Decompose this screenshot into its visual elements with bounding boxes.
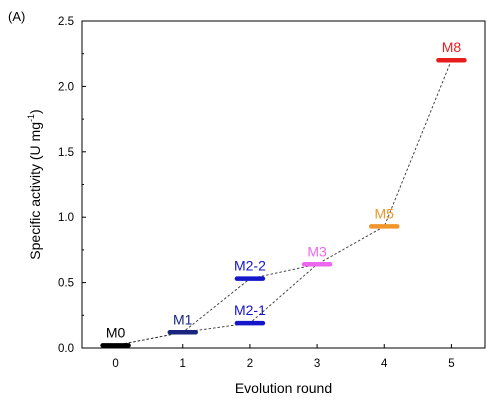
x-tick-label: 1 — [180, 358, 186, 370]
evolution-path — [115, 263, 318, 346]
y-tick-label: 2.5 — [58, 16, 74, 28]
variant-label: M5 — [375, 205, 395, 221]
plot-frame — [81, 20, 486, 349]
chart-axes: 0.0 0.5 1.0 1.5 2.0 2.5 0 1 2 3 4 5 — [58, 16, 486, 370]
x-tick-label: 4 — [381, 358, 388, 370]
y-tick-label: 0.5 — [58, 278, 74, 290]
chart-paths — [115, 60, 452, 346]
y-tick-label: 2.0 — [58, 81, 74, 93]
y-tick-label: 0.0 — [58, 343, 74, 355]
y-axis-label-main: Specific activity (U mg — [27, 122, 43, 260]
y-axis-label: Specific activity (U mg-1) — [26, 109, 43, 259]
variant-label: M2-2 — [234, 258, 266, 274]
evolution-path — [115, 60, 452, 346]
variant-label: M3 — [307, 243, 327, 259]
variant-label: M2-1 — [234, 302, 266, 318]
x-tick-label: 2 — [247, 358, 253, 370]
y-tick-label: 1.5 — [58, 147, 74, 159]
variant-label: M0 — [106, 324, 126, 340]
x-tick-label: 0 — [112, 358, 118, 370]
y-tick-label: 1.0 — [58, 212, 74, 224]
x-tick-label: 3 — [314, 358, 320, 370]
x-tick-label: 5 — [448, 358, 454, 370]
y-axis-label-sup: -1 — [26, 114, 36, 122]
y-axis-label-close: ) — [27, 109, 43, 114]
x-axis-label: Evolution round — [235, 380, 332, 396]
panel-label: (A) — [8, 9, 26, 24]
variant-label: M8 — [442, 39, 462, 55]
chart-marks: M0 M1 M2-2 M2-1 M3 M5 M8 — [100, 39, 467, 348]
variant-label: M1 — [173, 311, 193, 327]
